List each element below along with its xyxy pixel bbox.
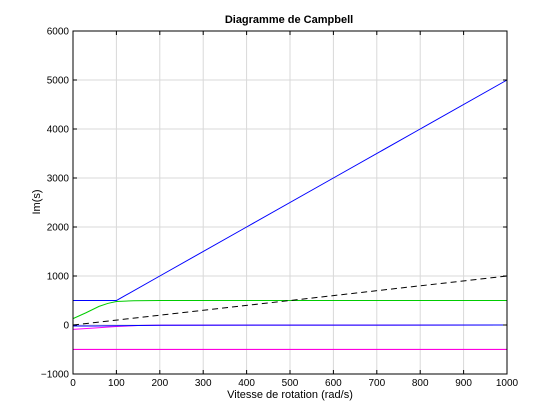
x-tick-label: 700 xyxy=(368,378,385,389)
chart-title: Diagramme de Campbell xyxy=(225,14,353,26)
y-tick-label: 2000 xyxy=(47,223,70,234)
x-tick-label: 100 xyxy=(108,378,125,389)
series-line-3 xyxy=(72,275,508,326)
x-tick-label: 1000 xyxy=(496,378,519,389)
x-tick-label: 600 xyxy=(325,378,342,389)
y-tick-label: 3000 xyxy=(47,174,70,185)
x-tick-label: 0 xyxy=(70,378,76,389)
series-line-2 xyxy=(72,300,507,320)
x-tick-label: 500 xyxy=(282,378,299,389)
y-tick-label: 6000 xyxy=(47,27,70,38)
x-axis-label: Vitesse de rotation (rad/s) xyxy=(227,389,353,401)
y-tick-label: −1000 xyxy=(41,370,70,381)
y-tick-label: 5000 xyxy=(47,76,70,87)
series-line-5 xyxy=(73,324,508,327)
series-line-1 xyxy=(73,79,508,301)
y-tick-label: 4000 xyxy=(47,125,70,136)
y-tick-labels: −1000 0 1000 2000 3000 4000 5000 6000 xyxy=(41,27,70,381)
x-tick-label: 200 xyxy=(151,378,168,389)
ticks xyxy=(72,30,508,375)
y-tick-label: 1000 xyxy=(47,272,70,283)
x-tick-labels: 0 100 200 300 400 500 600 700 800 900 1000 xyxy=(70,378,518,389)
y-tick-label: 0 xyxy=(63,321,69,332)
x-tick-label: 800 xyxy=(412,378,429,389)
y-axis-label: Im(s) xyxy=(31,189,43,214)
x-tick-label: 900 xyxy=(455,378,472,389)
x-tick-label: 400 xyxy=(238,378,255,389)
series-group xyxy=(72,79,508,350)
x-tick-label: 300 xyxy=(195,378,212,389)
